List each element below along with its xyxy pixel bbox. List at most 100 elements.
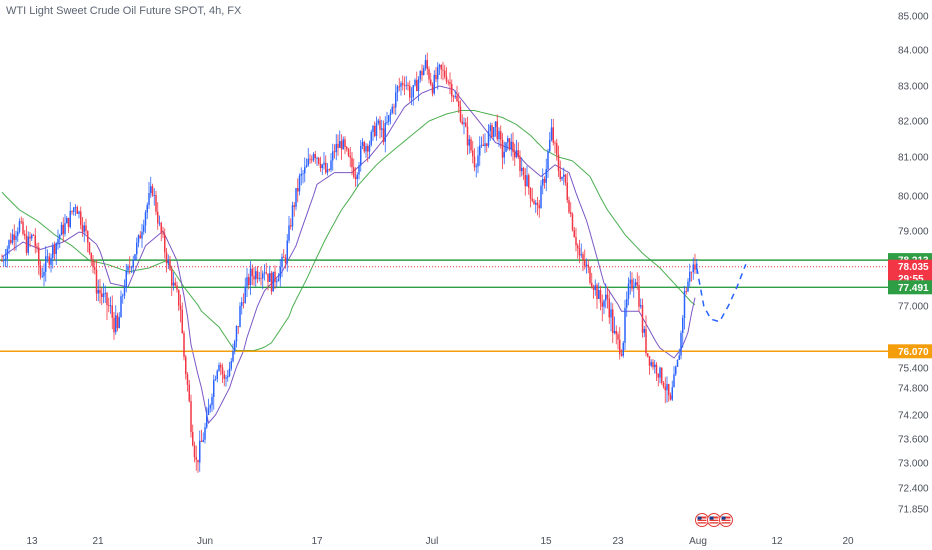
flag-canton bbox=[721, 516, 726, 520]
candle-body bbox=[199, 440, 201, 463]
candle-body bbox=[650, 362, 652, 366]
candle-body bbox=[3, 260, 5, 262]
y-tick-label: 83.000 bbox=[898, 82, 929, 93]
candle-body bbox=[328, 169, 330, 171]
candle-body bbox=[127, 266, 129, 271]
x-tick-label: 21 bbox=[92, 536, 104, 547]
candle-body bbox=[36, 246, 38, 248]
candle-body bbox=[87, 231, 89, 243]
candle-body bbox=[153, 195, 155, 196]
candle-body bbox=[311, 159, 313, 161]
candle-body bbox=[139, 235, 141, 239]
candle-body bbox=[88, 242, 91, 253]
flag-canton bbox=[697, 516, 702, 520]
candle-body bbox=[295, 188, 297, 207]
candle-body bbox=[533, 200, 535, 205]
candle-body bbox=[374, 125, 376, 136]
candle-body bbox=[659, 367, 661, 378]
candle-body bbox=[218, 364, 220, 371]
candle-body bbox=[577, 245, 579, 249]
candle-body bbox=[76, 207, 78, 214]
candle-body bbox=[480, 144, 483, 146]
candle-body bbox=[10, 240, 12, 243]
candle-body bbox=[356, 174, 358, 179]
x-tick-label: 17 bbox=[311, 536, 323, 547]
candle-body bbox=[554, 142, 556, 144]
candle-body bbox=[134, 254, 136, 261]
candle-body bbox=[424, 60, 427, 69]
candle-body bbox=[337, 143, 339, 148]
candle-body bbox=[53, 245, 56, 254]
candle-body bbox=[508, 138, 511, 149]
y-tick-label: 74.200 bbox=[898, 411, 929, 422]
moving-average-slow bbox=[1, 110, 696, 351]
candle-body bbox=[458, 101, 460, 107]
candle-body bbox=[41, 276, 43, 278]
candle-body bbox=[206, 414, 208, 428]
candle-body bbox=[13, 234, 15, 240]
candle-body bbox=[358, 165, 360, 175]
candle-body bbox=[178, 289, 180, 306]
candle-body bbox=[538, 205, 540, 209]
candle-body bbox=[155, 195, 157, 212]
last-price-tag-label: 29:55 bbox=[898, 274, 924, 285]
candle-body bbox=[192, 432, 194, 446]
candle-body bbox=[92, 259, 94, 268]
y-tick-label: 73.000 bbox=[898, 459, 929, 470]
candle-body bbox=[185, 356, 187, 375]
candle-body bbox=[410, 97, 413, 98]
candle-body bbox=[510, 141, 512, 149]
candle-body bbox=[584, 260, 586, 266]
candle-body bbox=[612, 309, 614, 333]
x-tick-label: 15 bbox=[540, 536, 552, 547]
candle-body bbox=[466, 126, 469, 146]
candle-body bbox=[547, 151, 549, 169]
y-tick-label: 81.000 bbox=[898, 153, 929, 164]
candle-body bbox=[4, 258, 7, 261]
candle-body bbox=[323, 162, 325, 165]
forecast-dashed-path bbox=[696, 264, 747, 323]
candle-body bbox=[482, 144, 484, 146]
candle-body bbox=[255, 271, 257, 280]
candle-body bbox=[377, 120, 379, 124]
candle-body bbox=[25, 235, 28, 253]
candle-body bbox=[580, 254, 582, 256]
candle-body bbox=[477, 155, 479, 167]
candle-body bbox=[522, 167, 525, 175]
candle-body bbox=[340, 141, 343, 150]
candle-body bbox=[668, 384, 670, 396]
candle-body bbox=[678, 355, 680, 360]
candle-body bbox=[396, 86, 399, 93]
candle-body bbox=[673, 374, 675, 388]
candle-body bbox=[349, 155, 351, 158]
candle-body bbox=[213, 380, 215, 397]
candle-body bbox=[500, 131, 502, 140]
candle-body bbox=[99, 289, 101, 294]
candle-body bbox=[676, 359, 679, 367]
candle-body bbox=[55, 243, 57, 254]
candle-body bbox=[664, 386, 666, 391]
candle-body bbox=[169, 260, 171, 270]
candles bbox=[1, 52, 698, 473]
candle-body bbox=[235, 326, 238, 342]
candle-body bbox=[104, 292, 106, 294]
us-flag-event-icon bbox=[707, 513, 721, 527]
candle-body bbox=[262, 273, 264, 279]
candle-body bbox=[473, 156, 476, 168]
candle-body bbox=[24, 233, 26, 236]
candle-body bbox=[526, 175, 528, 186]
candle-body bbox=[521, 167, 523, 172]
candle-body bbox=[633, 286, 635, 289]
candle-body bbox=[657, 373, 659, 378]
candle-body bbox=[342, 139, 344, 150]
candle-body bbox=[423, 68, 425, 75]
candle-body bbox=[353, 167, 355, 177]
candle-body bbox=[647, 353, 649, 357]
candle-body bbox=[563, 174, 565, 177]
candle-body bbox=[293, 205, 295, 207]
candle-body bbox=[669, 395, 672, 400]
candle-body bbox=[157, 211, 159, 224]
candle-body bbox=[113, 317, 115, 333]
candle-body bbox=[622, 342, 624, 356]
